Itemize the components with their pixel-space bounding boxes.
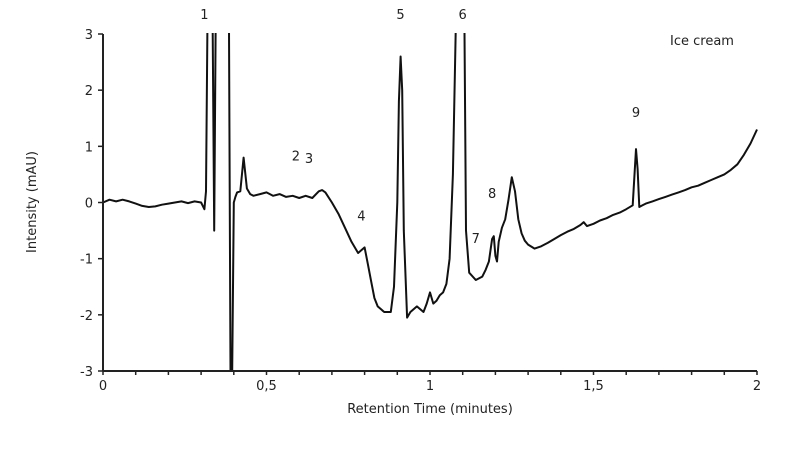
peak-label-2: 2 <box>292 149 300 164</box>
y-tick-label: 1 <box>85 140 93 155</box>
y-tick-label: 2 <box>85 84 93 99</box>
peak-label-7: 7 <box>472 232 480 247</box>
peak-label-3: 3 <box>305 152 313 167</box>
y-tick-label: -3 <box>80 365 93 380</box>
x-tick-label: 0,5 <box>256 379 277 394</box>
clip-bottom-mask <box>0 373 800 472</box>
y-tick-label: 0 <box>85 197 93 212</box>
x-tick-label: 1,5 <box>583 379 604 394</box>
x-tick-label: 2 <box>753 379 761 394</box>
chromatogram-trace <box>102 4 758 372</box>
peak-label-1: 1 <box>200 8 208 23</box>
x-ticks: 0 0,5 1 1,5 2 <box>99 371 761 394</box>
plot-area <box>102 4 758 372</box>
clip-top-mask <box>0 0 800 33</box>
x-axis-title: Retention Time (minutes) <box>347 402 513 417</box>
x-tick-label: 1 <box>426 379 434 394</box>
peak-label-9: 9 <box>632 106 640 121</box>
peak-label-5: 5 <box>396 8 404 23</box>
peak-label-8: 8 <box>488 187 496 202</box>
x-tick-label: 0 <box>99 379 107 394</box>
peak-label-6: 6 <box>459 8 467 23</box>
y-axis-title: Intensity (mAU) <box>25 151 40 253</box>
y-tick-label: 3 <box>85 28 93 43</box>
peak-label-4: 4 <box>357 209 365 224</box>
y-tick-label: -1 <box>80 253 93 268</box>
y-ticks: 3 2 1 0 -1 -2 -3 <box>80 28 103 380</box>
sample-annotation: Ice cream <box>670 34 734 49</box>
y-tick-label: -2 <box>80 309 93 324</box>
